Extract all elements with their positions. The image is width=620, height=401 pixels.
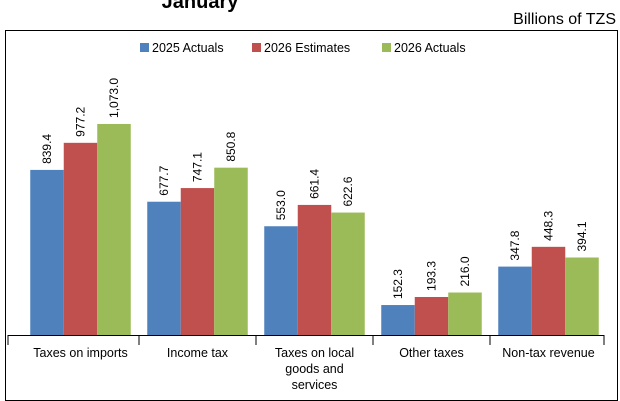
value-label: 622.6 <box>341 176 355 206</box>
x-tick-label: Income tax <box>166 346 229 360</box>
x-tick-label: Taxes on imports <box>33 346 128 360</box>
bar <box>180 188 215 335</box>
bar <box>214 167 248 335</box>
chart-title: January <box>162 0 240 13</box>
value-label: 1,073.0 <box>107 78 121 118</box>
legend-label: 2026 Actuals <box>394 41 466 55</box>
x-tick-label: Taxes on local goods and services <box>274 346 355 392</box>
legend-label: 2026 Estimates <box>264 41 350 55</box>
legend-swatch <box>382 43 391 52</box>
value-label: 977.2 <box>74 106 88 136</box>
bar <box>414 296 449 335</box>
x-tick-label: Other taxes <box>399 346 464 360</box>
value-label: 661.4 <box>308 169 322 199</box>
value-label: 216.0 <box>458 256 472 286</box>
bar <box>97 123 131 335</box>
bar <box>331 212 365 335</box>
value-label: 347.8 <box>508 230 522 260</box>
x-tick-label: Non-tax revenue <box>502 346 595 360</box>
chart-subtitle: Billions of TZS <box>513 11 616 28</box>
value-label: 448.3 <box>542 210 556 240</box>
bar <box>381 305 415 335</box>
legend-swatch <box>140 43 149 52</box>
bar <box>565 257 599 335</box>
bar <box>531 246 566 335</box>
value-label: 394.1 <box>575 221 589 251</box>
value-label: 850.8 <box>224 131 238 161</box>
bar <box>297 204 332 335</box>
value-label: 747.1 <box>191 152 205 182</box>
bar <box>448 292 482 335</box>
bar <box>147 201 181 335</box>
legend-swatch <box>252 43 261 52</box>
legend-label: 2025 Actuals <box>152 41 224 55</box>
bar <box>264 226 298 335</box>
value-label: 839.4 <box>40 134 54 164</box>
value-label: 553.0 <box>274 190 288 220</box>
bar <box>63 142 98 335</box>
value-label: 152.3 <box>391 269 405 299</box>
bar <box>30 169 64 335</box>
bar <box>498 266 532 335</box>
value-label: 193.3 <box>425 261 439 291</box>
value-label: 677.7 <box>157 165 171 195</box>
